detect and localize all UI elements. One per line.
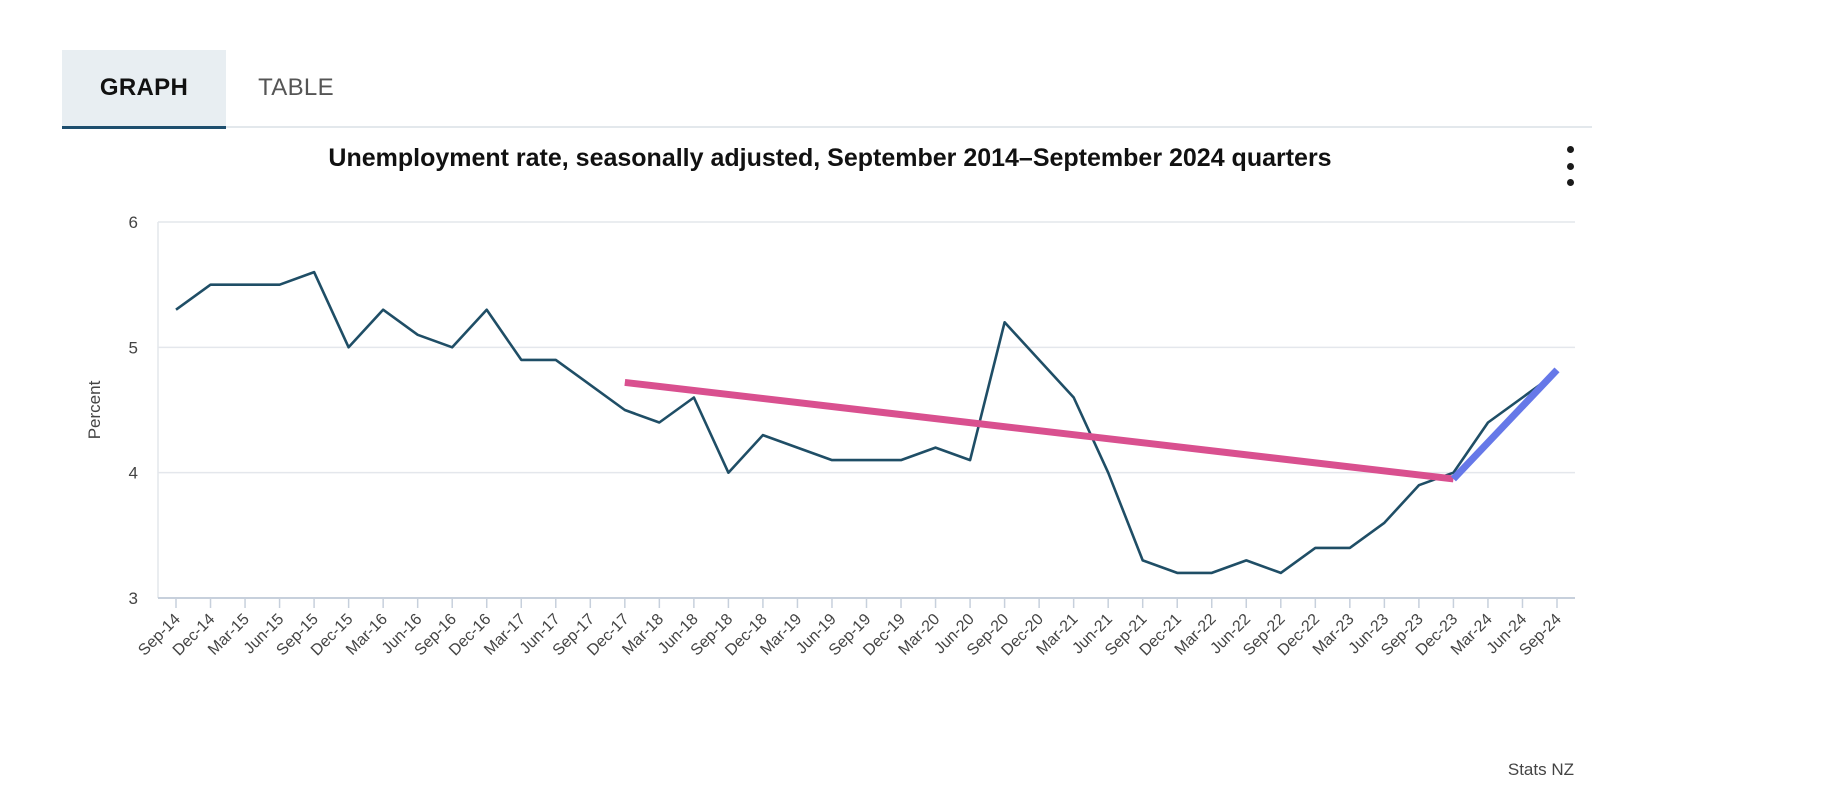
trend-down-line [624,378,1454,483]
y-tick-label: 5 [129,338,138,357]
trend-up-line [1450,367,1560,482]
y-tick-label: 3 [129,589,138,608]
tab-table[interactable]: TABLE [258,74,334,101]
series-line [175,270,1558,575]
y-axis-title: Percent [85,380,104,439]
source-credit: Stats NZ [1507,760,1574,779]
chart-menu-icon[interactable] [1556,146,1584,186]
tab-bar: GRAPH TABLE [62,50,1592,129]
chart-title: Unemployment rate, seasonally adjusted, … [328,144,1332,172]
y-tick-label: 4 [129,464,138,483]
tab-graph[interactable]: GRAPH [62,50,226,129]
y-tick-label: 6 [129,213,138,232]
